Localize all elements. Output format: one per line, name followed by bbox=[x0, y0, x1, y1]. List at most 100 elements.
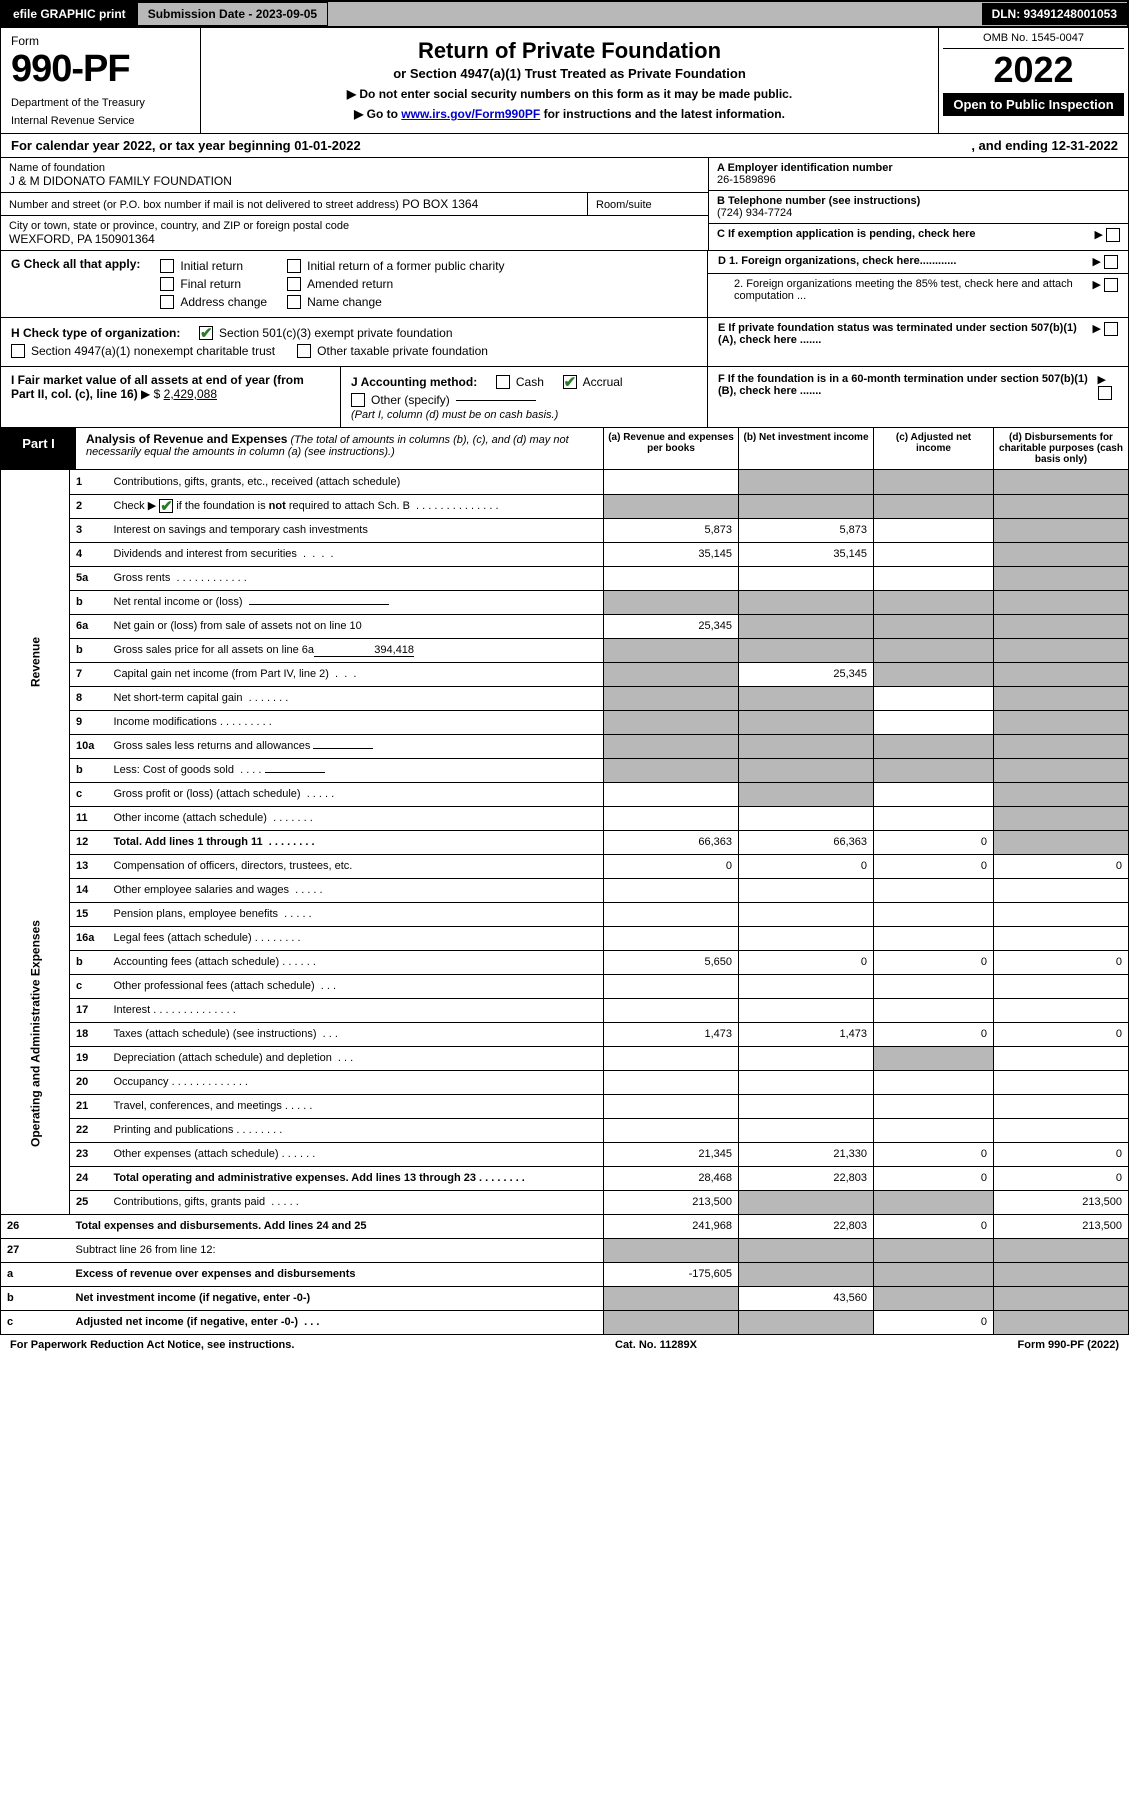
cell-value: 213,500 bbox=[994, 1190, 1129, 1214]
e-label: E If private foundation status was termi… bbox=[718, 322, 1088, 346]
h-501c3: Section 501(c)(3) exempt private foundat… bbox=[219, 326, 452, 340]
line-desc: Accounting fees (attach schedule) bbox=[114, 956, 280, 968]
header-center: Return of Private Foundation or Section … bbox=[201, 28, 938, 133]
goto-suffix: for instructions and the latest informat… bbox=[544, 107, 785, 121]
r2-mid: if the foundation is bbox=[176, 500, 268, 512]
cell-value: 0 bbox=[994, 950, 1129, 974]
line-desc: Gross profit or (loss) (attach schedule) bbox=[114, 788, 301, 800]
form-header: Form 990-PF Department of the Treasury I… bbox=[0, 28, 1129, 134]
line-desc: Net rental income or (loss) bbox=[114, 596, 243, 608]
goto-note: ▶ Go to www.irs.gov/Form990PF for instru… bbox=[211, 107, 928, 121]
addr-label: Number and street (or P.O. box number if… bbox=[9, 199, 399, 211]
g-initial-former-checkbox[interactable] bbox=[287, 259, 301, 273]
h-section: H Check type of organization: Section 50… bbox=[1, 318, 708, 366]
line-desc: Depreciation (attach schedule) and deple… bbox=[114, 1052, 332, 1064]
g-final-checkbox[interactable] bbox=[160, 277, 174, 291]
cell-value: 1,473 bbox=[739, 1022, 874, 1046]
table-row: Operating and Administrative Expenses 13… bbox=[1, 854, 1129, 878]
table-row: 23Other expenses (attach schedule) . . .… bbox=[1, 1142, 1129, 1166]
line-desc: Dividends and interest from securities bbox=[114, 548, 297, 560]
foundation-name: J & M DIDONATO FAMILY FOUNDATION bbox=[9, 174, 232, 188]
d2-checkbox[interactable] bbox=[1104, 278, 1118, 292]
g-initial: Initial return bbox=[180, 259, 243, 273]
h-e-row: H Check type of organization: Section 50… bbox=[0, 318, 1129, 367]
line-desc: Legal fees (attach schedule) bbox=[114, 932, 252, 944]
table-row: 21Travel, conferences, and meetings . . … bbox=[1, 1094, 1129, 1118]
cell-value: 0 bbox=[994, 1022, 1129, 1046]
col-a-header: (a) Revenue and expenses per books bbox=[603, 428, 738, 469]
table-row: 20Occupancy . . . . . . . . . . . . . bbox=[1, 1070, 1129, 1094]
part1-header: Part I Analysis of Revenue and Expenses … bbox=[0, 428, 1129, 470]
h-other-checkbox[interactable] bbox=[297, 344, 311, 358]
cell-value: 0 bbox=[874, 1214, 994, 1238]
footer-right: Form 990-PF (2022) bbox=[1018, 1339, 1119, 1351]
g-d-row: G Check all that apply: Initial return F… bbox=[0, 251, 1129, 318]
efile-print-button[interactable]: efile GRAPHIC print bbox=[2, 2, 137, 26]
city-value: WEXFORD, PA 150901364 bbox=[9, 232, 155, 246]
line-desc: Other professional fees (attach schedule… bbox=[114, 980, 315, 992]
line-desc: Less: Cost of goods sold bbox=[114, 764, 234, 776]
h-4947-checkbox[interactable] bbox=[11, 344, 25, 358]
j-other-checkbox[interactable] bbox=[351, 393, 365, 407]
line-desc: Occupancy bbox=[114, 1076, 169, 1088]
city-label: City or town, state or province, country… bbox=[9, 220, 700, 232]
table-row: 6aNet gain or (loss) from sale of assets… bbox=[1, 614, 1129, 638]
footer-mid: Cat. No. 11289X bbox=[615, 1339, 697, 1351]
c-label: C If exemption application is pending, c… bbox=[717, 228, 976, 240]
line-desc: Pension plans, employee benefits bbox=[114, 908, 279, 920]
h-501c3-checkbox[interactable] bbox=[199, 326, 213, 340]
foundation-info: Name of foundation J & M DIDONATO FAMILY… bbox=[0, 158, 1129, 251]
ein-cell: A Employer identification number 26-1589… bbox=[709, 158, 1128, 191]
j-accrual-checkbox[interactable] bbox=[563, 375, 577, 389]
table-row: bNet rental income or (loss) bbox=[1, 590, 1129, 614]
i-value: 2,429,088 bbox=[164, 387, 217, 401]
cell-value: 5,873 bbox=[604, 518, 739, 542]
i-arrow: ▶ $ bbox=[141, 387, 160, 401]
c-checkbox[interactable] bbox=[1106, 228, 1120, 242]
cell-value: 25,345 bbox=[604, 614, 739, 638]
table-row: 19Depreciation (attach schedule) and dep… bbox=[1, 1046, 1129, 1070]
e-checkbox[interactable] bbox=[1104, 322, 1118, 336]
d1-checkbox[interactable] bbox=[1104, 255, 1118, 269]
line-desc: Net short-term capital gain bbox=[114, 692, 243, 704]
cell-value: 0 bbox=[874, 854, 994, 878]
j-cash-checkbox[interactable] bbox=[496, 375, 510, 389]
line-desc: Total expenses and disbursements. Add li… bbox=[76, 1220, 367, 1232]
cell-value: 5,650 bbox=[604, 950, 739, 974]
goto-prefix: ▶ Go to bbox=[354, 107, 401, 121]
schb-checkbox[interactable] bbox=[159, 499, 173, 513]
table-row: Revenue 1 Contributions, gifts, grants, … bbox=[1, 470, 1129, 494]
line-desc: Compensation of officers, directors, tru… bbox=[108, 854, 604, 878]
cell-value: 1,473 bbox=[604, 1022, 739, 1046]
h-4947: Section 4947(a)(1) nonexempt charitable … bbox=[31, 344, 275, 358]
form-title: Return of Private Foundation bbox=[211, 38, 928, 64]
g-name-checkbox[interactable] bbox=[287, 295, 301, 309]
f-label: F If the foundation is in a 60-month ter… bbox=[718, 373, 1098, 397]
address-cell: Number and street (or P.O. box number if… bbox=[1, 193, 708, 216]
form-number: 990-PF bbox=[11, 48, 190, 91]
cell-value: 5,873 bbox=[739, 518, 874, 542]
g-address-checkbox[interactable] bbox=[160, 295, 174, 309]
j-cash: Cash bbox=[516, 375, 544, 389]
form990pf-link[interactable]: www.irs.gov/Form990PF bbox=[401, 107, 540, 121]
top-bar: efile GRAPHIC print Submission Date - 20… bbox=[0, 0, 1129, 28]
f-checkbox[interactable] bbox=[1098, 386, 1112, 400]
line-desc: Other employee salaries and wages bbox=[114, 884, 289, 896]
line-desc: Adjusted net income (if negative, enter … bbox=[76, 1316, 298, 1328]
line-desc: Travel, conferences, and meetings bbox=[114, 1100, 282, 1112]
cell-value: 0 bbox=[739, 854, 874, 878]
calendar-year-row: For calendar year 2022, or tax year begi… bbox=[0, 134, 1129, 158]
r2-pre: Check ▶ bbox=[114, 500, 157, 512]
f-section: F If the foundation is in a 60-month ter… bbox=[708, 367, 1128, 427]
i-j-f-row: I Fair market value of all assets at end… bbox=[0, 367, 1129, 428]
g-initial-checkbox[interactable] bbox=[160, 259, 174, 273]
cell-value: 0 bbox=[874, 950, 994, 974]
cell-value: 213,500 bbox=[994, 1214, 1129, 1238]
table-row: cGross profit or (loss) (attach schedule… bbox=[1, 782, 1129, 806]
table-row: bGross sales price for all assets on lin… bbox=[1, 638, 1129, 662]
table-row: 22Printing and publications . . . . . . … bbox=[1, 1118, 1129, 1142]
g-amended-checkbox[interactable] bbox=[287, 277, 301, 291]
cell-value: 66,363 bbox=[604, 830, 739, 854]
phone-label: B Telephone number (see instructions) bbox=[717, 195, 920, 207]
cell-value: 43,560 bbox=[739, 1286, 874, 1310]
